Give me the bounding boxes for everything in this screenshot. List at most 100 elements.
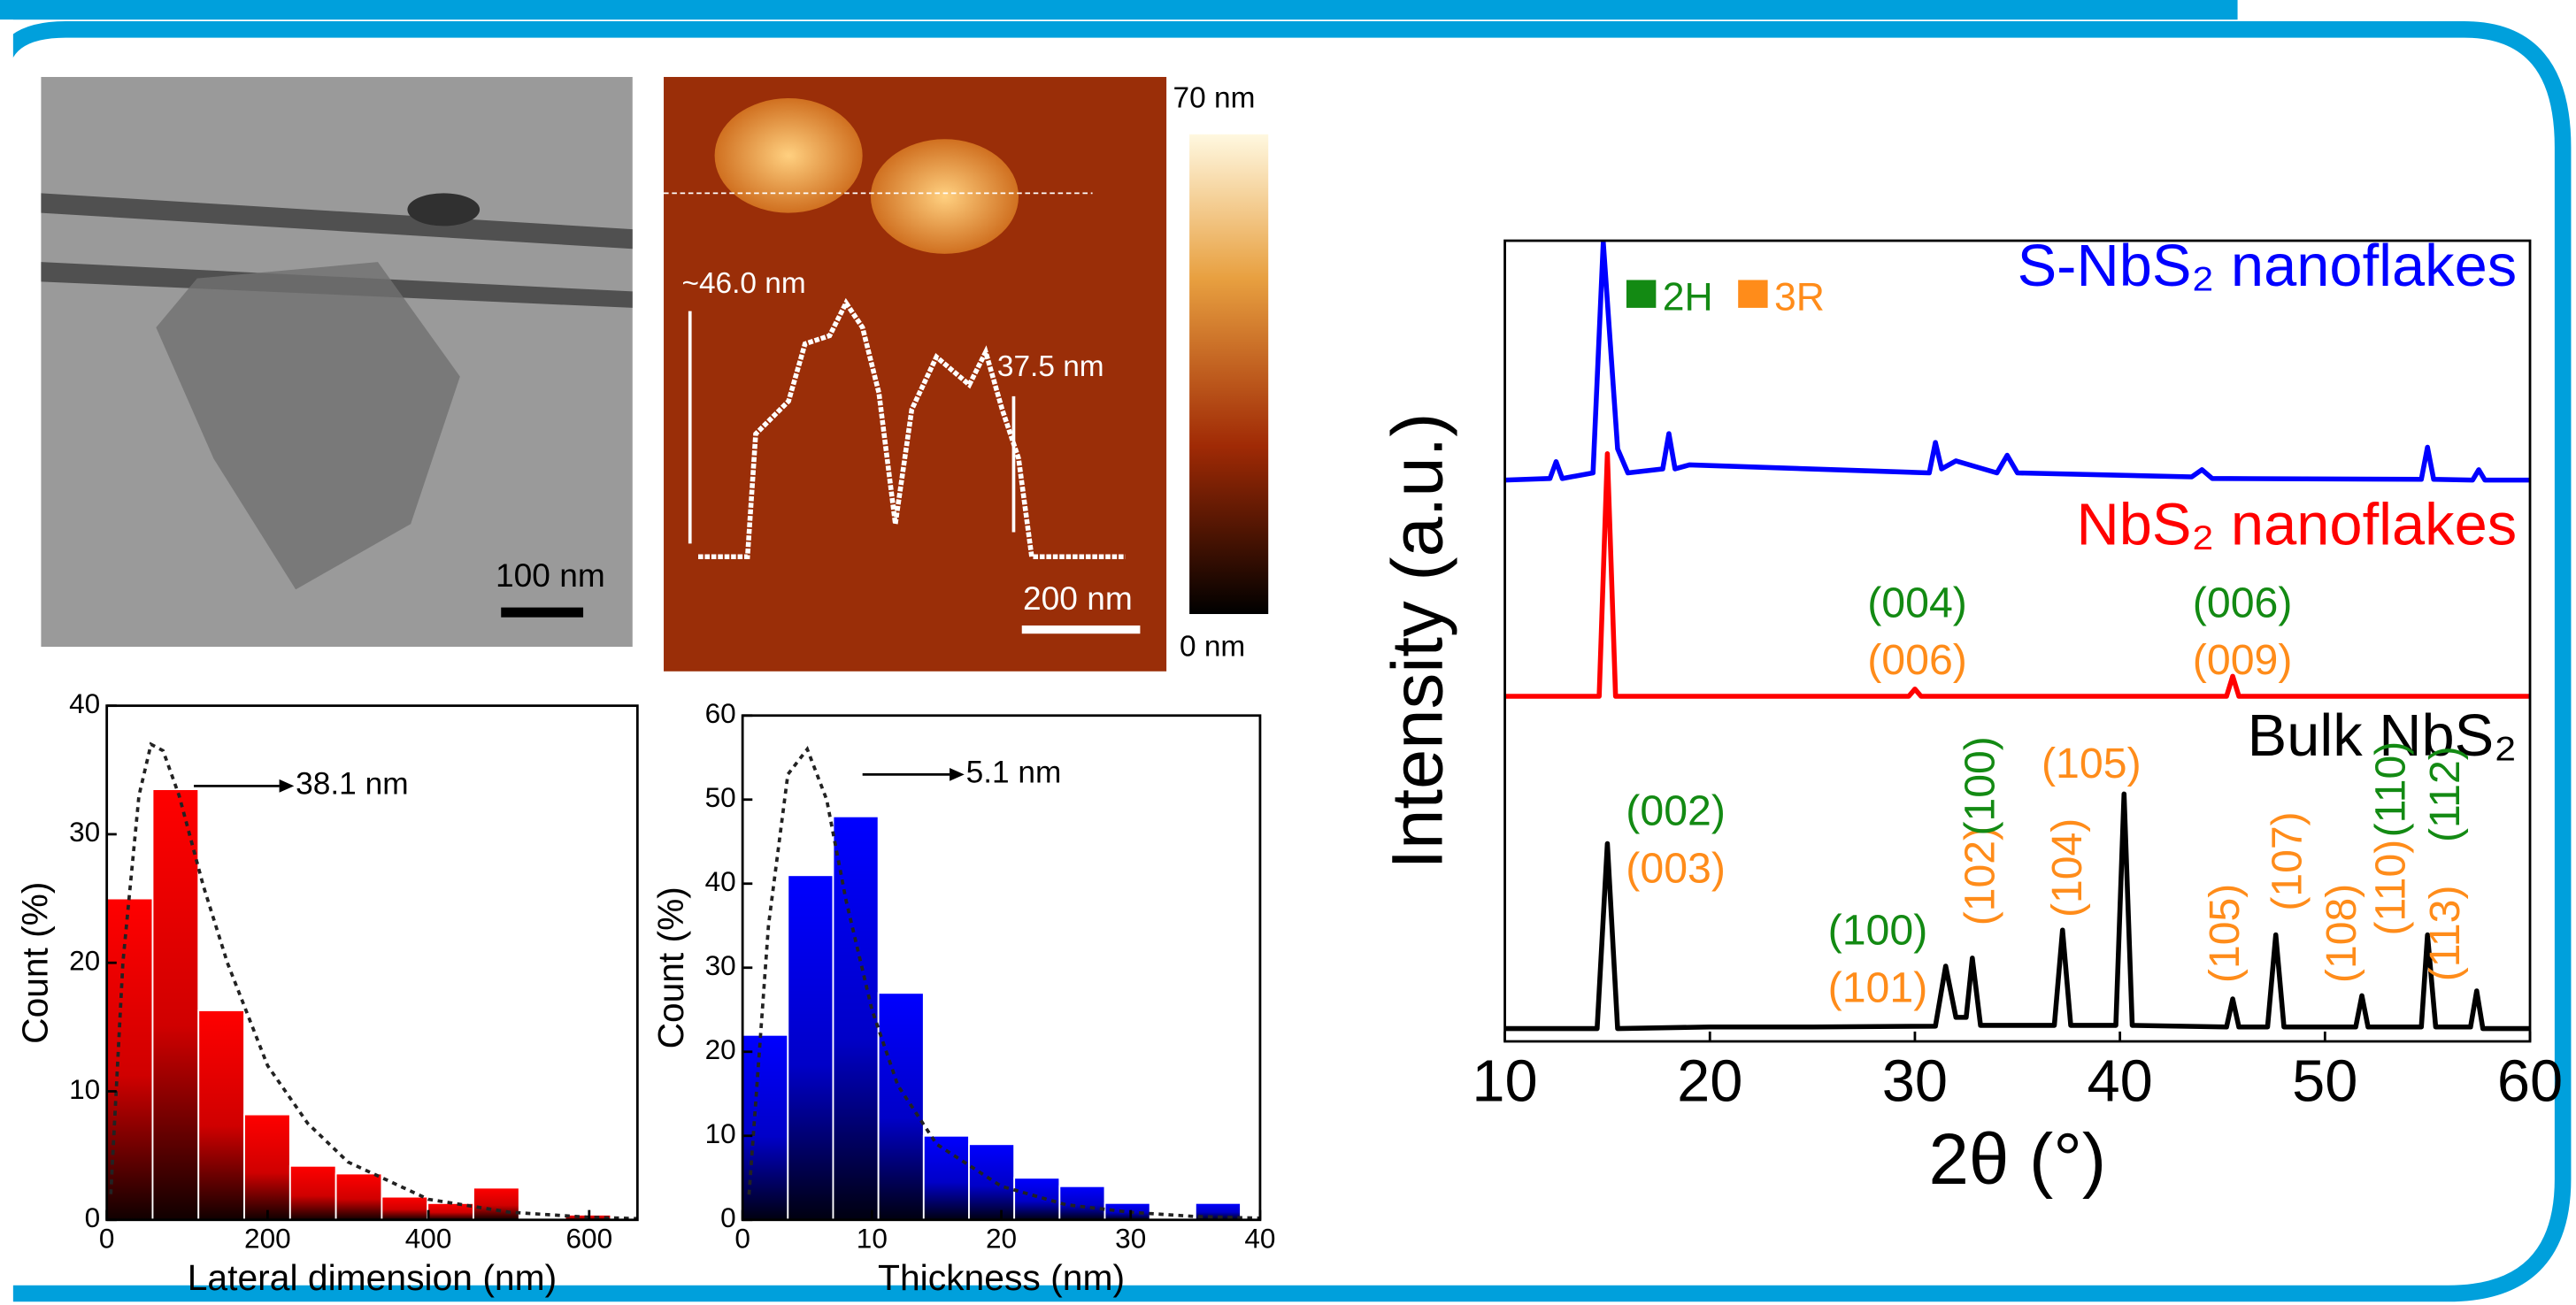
series-label: NbS₂ nanoflakes (2076, 492, 2517, 557)
y-tick-label: 0 (720, 1201, 736, 1233)
bar (832, 815, 880, 1221)
legend-swatch (1626, 280, 1657, 308)
colorbar-max-label: 70 nm (1173, 82, 1256, 115)
y-axis-label: Count (%) (14, 882, 55, 1044)
y-axis-label: Count (%) (650, 887, 691, 1048)
x-tick-label: 40 (2087, 1049, 2152, 1115)
x-tick-label: 20 (1677, 1049, 1742, 1115)
x-axis-label: Thickness (nm) (878, 1257, 1125, 1298)
legend-label: 2H (1663, 275, 1713, 319)
y-tick-label: 10 (705, 1117, 736, 1149)
x-tick-label: 20 (986, 1223, 1017, 1255)
bar (1013, 1177, 1061, 1221)
bar (877, 992, 925, 1221)
annotation: 5.1 nm (966, 756, 1062, 790)
x-tick-label: 400 (405, 1223, 452, 1255)
colorbar-min-label: 0 nm (1180, 631, 1245, 664)
legend-label: 3R (1774, 275, 1825, 319)
bar (787, 874, 834, 1221)
peak-label: (101) (1828, 963, 1928, 1011)
y-tick-label: 20 (69, 945, 100, 977)
bar (968, 1143, 1016, 1221)
y-tick-label: 40 (69, 687, 100, 719)
bar (427, 1201, 474, 1221)
bar (473, 1186, 520, 1221)
x-tick-label: 10 (1472, 1049, 1537, 1115)
bar (334, 1172, 383, 1221)
peak-label: (104) (2043, 818, 2091, 917)
x-tick-label: 30 (1882, 1049, 1948, 1115)
peak-label: (113) (2421, 886, 2469, 982)
x-tick-label: 30 (1115, 1223, 1146, 1255)
peak-label: (110) (2367, 741, 2415, 838)
y-axis-label: Intensity (a.u.) (1377, 413, 1457, 870)
afm-flake (870, 139, 1019, 254)
y-tick-label: 40 (705, 865, 736, 897)
frame-mask (0, 19, 13, 1305)
legend-swatch (1738, 280, 1768, 308)
tem-tube (41, 193, 633, 308)
line (1504, 240, 2531, 483)
peak-label: (004) (1867, 580, 1967, 627)
y-tick-label: 10 (69, 1073, 100, 1105)
bar (922, 1134, 970, 1221)
plot-frame (1503, 239, 2532, 1043)
bar (288, 1164, 337, 1221)
peak-label: (102) (1956, 826, 2003, 925)
bar (151, 788, 200, 1221)
y-tick-label: 50 (705, 781, 736, 813)
x-tick-label: 600 (565, 1223, 612, 1255)
afm-height-label: 37.5 nm (997, 350, 1104, 383)
y-tick-label: 30 (705, 949, 736, 981)
peak-label: (003) (1626, 844, 1726, 892)
peak-label: (006) (1867, 636, 1967, 684)
bar (243, 1113, 291, 1221)
bar (197, 1009, 245, 1221)
y-tick-label: 60 (705, 697, 736, 729)
afm-flake (714, 98, 863, 213)
fit-curve (109, 741, 638, 1221)
line (1504, 451, 2531, 699)
bar (381, 1195, 429, 1221)
afm-scale-bar (1021, 625, 1141, 634)
peak-label: (006) (2193, 580, 2293, 627)
line (1504, 791, 2531, 1032)
frame (0, 21, 2572, 1302)
x-tick-label: 50 (2292, 1049, 2357, 1115)
x-tick-label: 60 (2497, 1049, 2563, 1115)
peak-label: (100) (1828, 907, 1928, 955)
annotation-arrowhead (950, 767, 965, 781)
peak-label: (009) (2193, 636, 2293, 684)
banner (0, 0, 2238, 20)
series-label: Bulk NbS₂ (2248, 703, 2517, 769)
x-tick-label: 40 (1244, 1223, 1275, 1255)
tem-scale-label: 100 nm (496, 557, 605, 594)
peak-label: (002) (1626, 787, 1726, 835)
colorbar (1189, 134, 1269, 615)
peak-label: (105) (2201, 884, 2249, 983)
fit-curve (747, 746, 1260, 1220)
peak-label: (110) (2367, 840, 2415, 936)
y-tick-label: 30 (69, 816, 100, 848)
peak-label: (105) (2042, 740, 2142, 787)
peak-label: (100) (1956, 736, 2003, 835)
tem-particle (407, 193, 481, 226)
afm-profile (698, 297, 1126, 560)
tem-flake (156, 262, 460, 590)
bar (105, 897, 154, 1221)
annotation-arrowhead (279, 779, 295, 793)
x-tick-label: 0 (99, 1223, 115, 1255)
y-tick-label: 0 (85, 1201, 101, 1233)
y-tick-label: 20 (705, 1033, 736, 1065)
tem-scale-bar (501, 607, 584, 618)
x-tick-label: 200 (244, 1223, 291, 1255)
bar (1058, 1185, 1106, 1221)
x-axis-label: Lateral dimension (nm) (188, 1257, 557, 1298)
peak-label: (112) (2421, 746, 2469, 842)
x-axis-label: 2θ (°) (1928, 1119, 2106, 1200)
annotation: 38.1 nm (296, 767, 408, 802)
x-tick-label: 10 (857, 1223, 888, 1255)
peak-label: (107) (2264, 811, 2311, 910)
